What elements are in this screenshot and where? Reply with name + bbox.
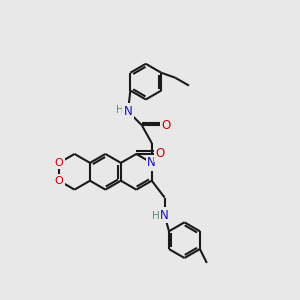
Text: N: N: [147, 156, 156, 170]
Text: N: N: [160, 209, 169, 222]
Text: H: H: [152, 212, 160, 221]
Text: O: O: [55, 176, 64, 186]
Text: H: H: [116, 105, 124, 116]
Text: O: O: [55, 158, 64, 168]
Text: O: O: [161, 119, 170, 132]
Text: N: N: [124, 105, 132, 118]
Text: O: O: [155, 148, 165, 160]
